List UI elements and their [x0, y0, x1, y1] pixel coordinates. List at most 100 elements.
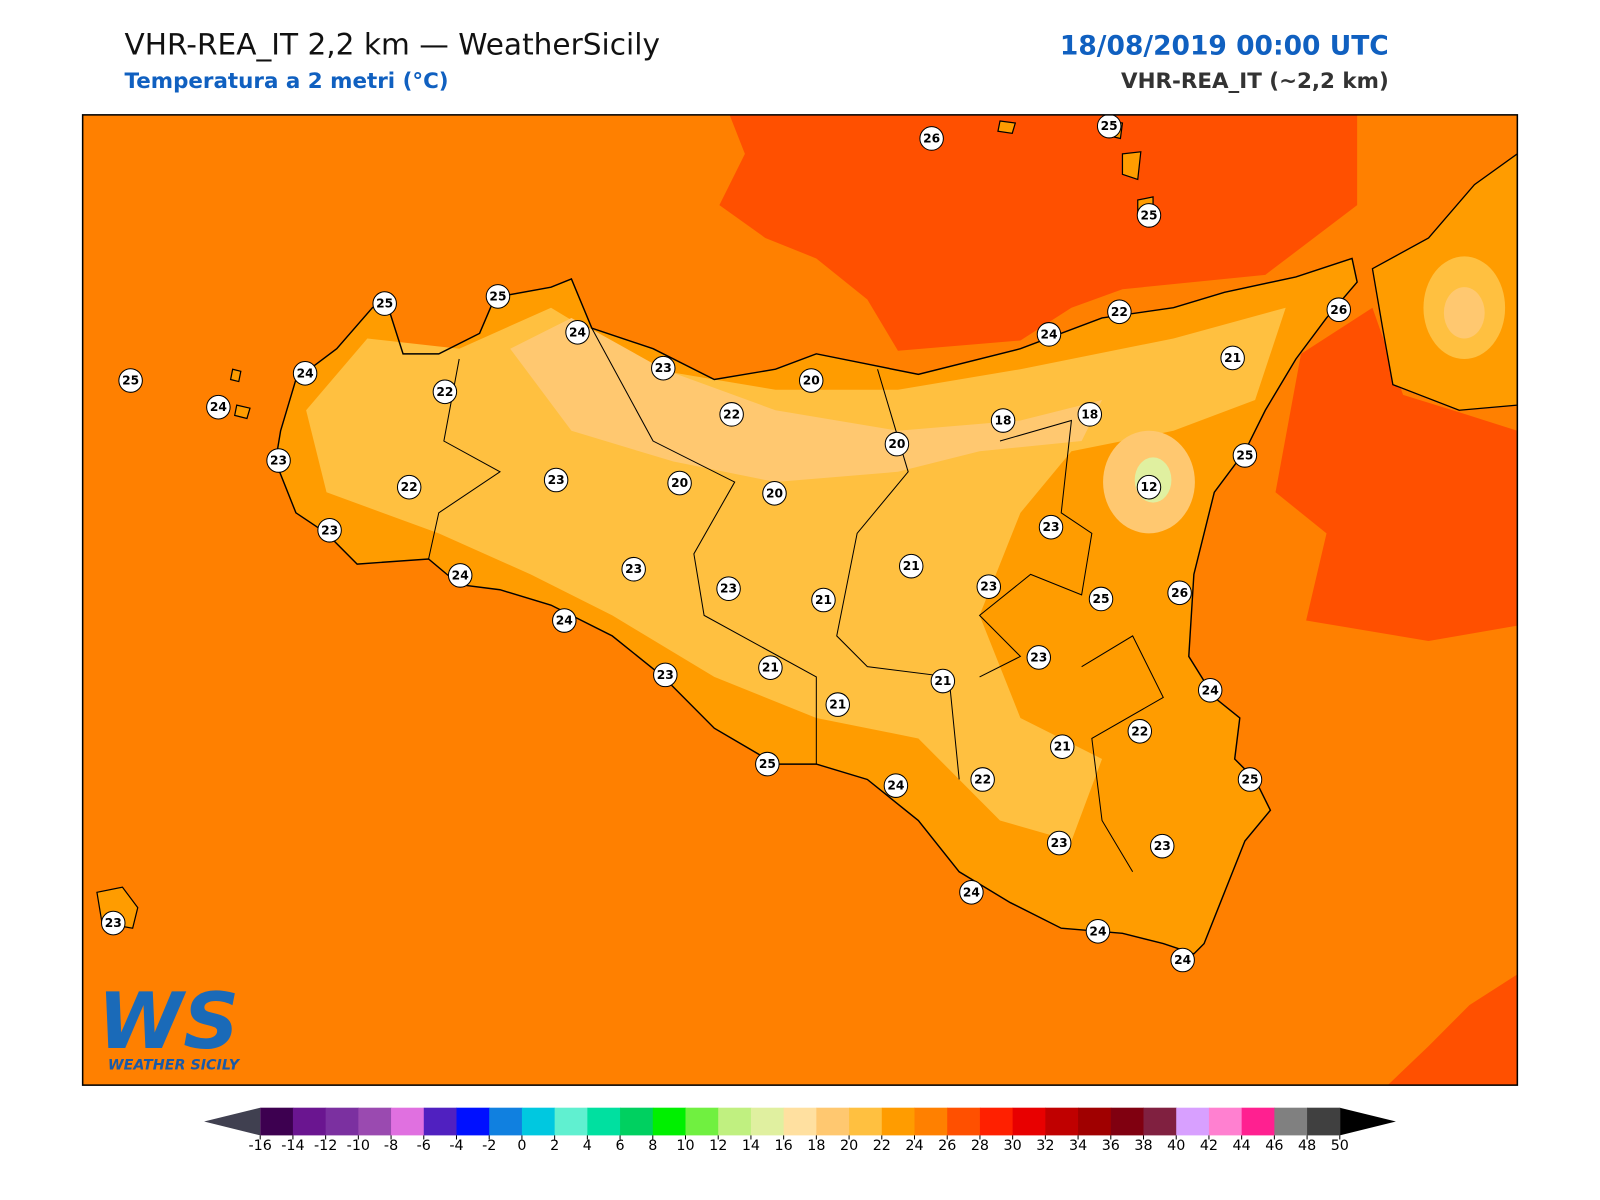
station-marker [970, 767, 995, 792]
colorbar-tick-label: 12 [709, 1138, 727, 1154]
station-marker [1085, 918, 1111, 944]
station-value: 25 [1093, 592, 1110, 606]
colorbar-tick-label: 14 [742, 1138, 760, 1154]
station-value: 25 [1101, 119, 1118, 133]
station-marker [206, 394, 231, 420]
station-marker [1036, 322, 1062, 347]
colorbar-swatch [1012, 1107, 1046, 1136]
colorbar-swatch [979, 1107, 1014, 1136]
colorbar-swatch [325, 1107, 359, 1136]
station-marker [762, 481, 787, 506]
station-value: 22 [401, 480, 418, 494]
station-marker [1167, 580, 1192, 606]
station-value: 24 [963, 885, 980, 899]
colorbar-tick-label: 16 [775, 1138, 793, 1154]
colorbar-swatch [1110, 1107, 1145, 1136]
colorbar-swatch [1176, 1107, 1210, 1136]
colorbar-swatch [1078, 1107, 1112, 1136]
station-marker [266, 448, 291, 473]
colorbar-tick-label: 32 [1036, 1138, 1054, 1154]
station-marker [543, 467, 569, 493]
station-value: 21 [815, 593, 832, 607]
station-marker [976, 574, 1002, 599]
station-marker [1326, 297, 1352, 323]
colorbar-tick-label: 10 [676, 1138, 694, 1154]
station-marker [898, 553, 924, 579]
colorbar-tick-label: -12 [314, 1138, 337, 1154]
station-marker [825, 692, 850, 717]
colorbar: -16 -14 -12 -10 -8 -6 -4 -2 0 2 4 6 8 10 12 14 16 18 20 22 2… [204, 1107, 1396, 1154]
colorbar-tick-label: 48 [1298, 1138, 1316, 1154]
station-marker [447, 563, 473, 588]
station-marker [758, 655, 783, 680]
colorbar-tick-label: -16 [249, 1138, 272, 1154]
colorbar-tick-label: -14 [281, 1138, 304, 1154]
station-marker [811, 587, 836, 613]
station-value: 25 [1236, 448, 1253, 462]
province-border [978, 419, 1093, 678]
station-marker [317, 517, 342, 543]
station-value: 23 [1051, 836, 1068, 850]
colorbar-swatch [260, 1107, 294, 1136]
station-value: 25 [376, 297, 393, 311]
station-value: 24 [1089, 924, 1106, 938]
station-value: 21 [762, 661, 779, 675]
station-marker [1136, 203, 1162, 228]
station-value: 21 [829, 698, 846, 712]
colorbar-swatch [391, 1107, 425, 1136]
station-marker [1237, 767, 1263, 792]
station-marker [1050, 734, 1075, 759]
logo-name: WEATHER SICILY [108, 1058, 241, 1074]
colorbar-tick-label: 42 [1200, 1138, 1218, 1154]
colorbar-tick-label: 2 [550, 1138, 559, 1154]
station-value: 23 [720, 582, 737, 596]
colorbar-tick-label: 6 [616, 1138, 625, 1154]
island [1121, 151, 1142, 181]
station-marker [485, 284, 511, 309]
colorbar-tick-label: -8 [384, 1138, 398, 1154]
colorbar-swatch [947, 1107, 981, 1136]
datetime: 18/08/2019 00:00 UTC [1060, 30, 1389, 61]
station-marker [1197, 677, 1223, 703]
station-value: 23 [625, 562, 642, 576]
province-border [428, 358, 501, 560]
colorbar-tick-label: 34 [1069, 1138, 1087, 1154]
colorbar-tick-label: 26 [938, 1138, 956, 1154]
station-value: 20 [888, 437, 905, 451]
station-value: 24 [1040, 327, 1057, 341]
station-marker [1150, 833, 1175, 859]
colorbar-swatch [521, 1107, 556, 1136]
colorbar-under [204, 1107, 261, 1136]
colorbar-tick-label: 40 [1167, 1138, 1185, 1154]
station-marker [883, 773, 909, 798]
colorbar-swatch [489, 1107, 523, 1136]
warm-sea [1275, 307, 1518, 642]
colorbar-tick-label: 4 [583, 1138, 592, 1154]
colorbar-tick-label: 28 [971, 1138, 989, 1154]
station-value: 20 [766, 486, 783, 500]
station-value: 21 [934, 674, 951, 688]
station-marker [292, 361, 318, 386]
station-value: 23 [655, 361, 672, 375]
station-marker [565, 319, 590, 345]
colorbar-swatch [816, 1107, 850, 1136]
colorbar-tick-label: -10 [347, 1138, 370, 1154]
station-value: 24 [569, 325, 586, 339]
station-value: 24 [556, 613, 573, 627]
colorbar-tick-label: 50 [1331, 1138, 1349, 1154]
station-value: 22 [1111, 305, 1128, 319]
station-value: 23 [548, 473, 565, 487]
island [233, 404, 251, 420]
station-marker [1046, 830, 1072, 856]
warm-sea [719, 114, 1358, 351]
station-marker [1026, 645, 1052, 670]
station-value: 18 [995, 413, 1012, 427]
colorbar-swatch [750, 1107, 785, 1136]
colorbar-over [1339, 1107, 1396, 1136]
colorbar-tick-label: -6 [417, 1138, 431, 1154]
station-value: 12 [1140, 480, 1157, 494]
sicily-coast [274, 257, 1358, 955]
station-marker [930, 668, 956, 694]
map: 25 25 24 23 24 22 25 24 23 22 23 23 20 22 20 20 20 18 18 24… [82, 114, 1518, 1086]
colorbar-swatch [1241, 1107, 1275, 1136]
